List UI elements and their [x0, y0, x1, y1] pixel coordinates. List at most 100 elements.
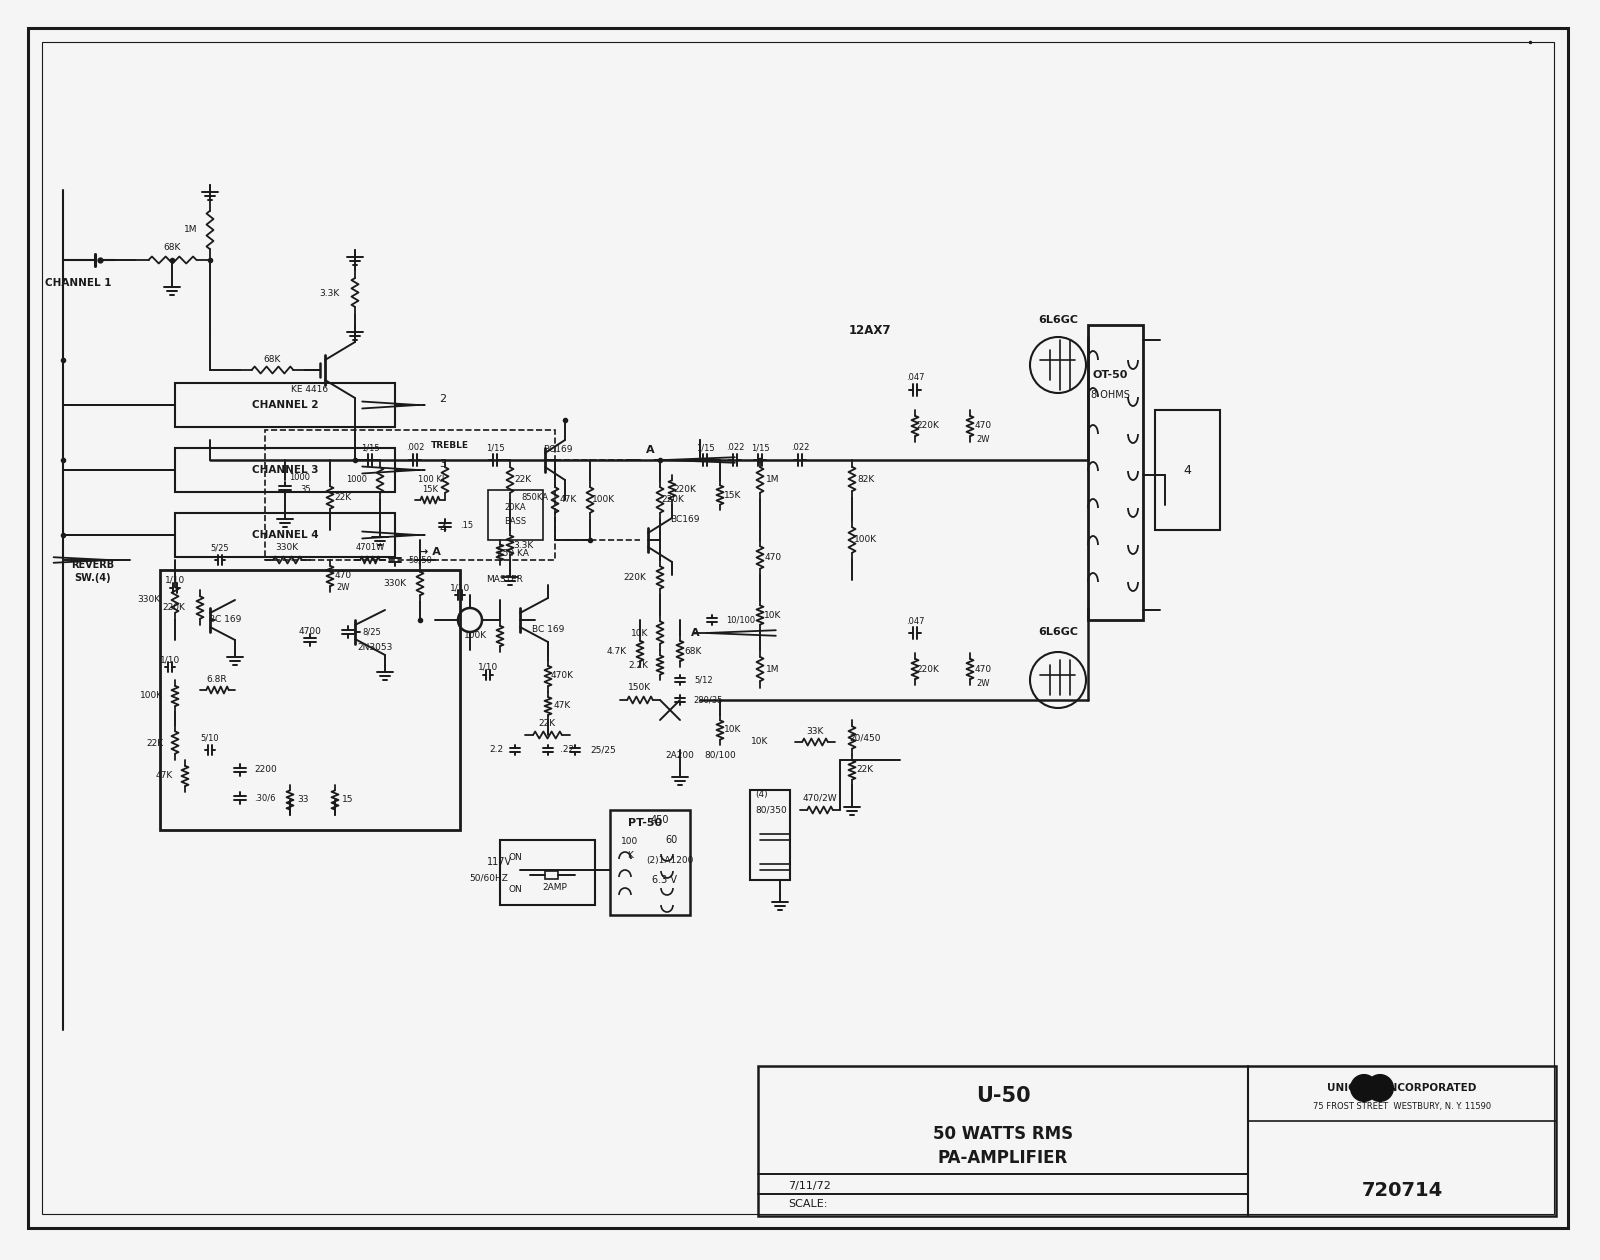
Text: 1M: 1M: [184, 226, 197, 234]
Text: 1/10: 1/10: [165, 576, 186, 585]
Text: 2: 2: [440, 394, 446, 404]
Text: 250 KA: 250 KA: [498, 548, 530, 557]
Circle shape: [1366, 1075, 1394, 1101]
Text: 10K: 10K: [752, 737, 768, 746]
Text: 75 FROST STREET  WESTBURY, N. Y. 11590: 75 FROST STREET WESTBURY, N. Y. 11590: [1314, 1101, 1491, 1110]
Text: 1/15: 1/15: [486, 444, 504, 452]
Bar: [758, 1066, 1555, 1216]
Text: PA-AMPLIFIER: PA-AMPLIFIER: [938, 1149, 1069, 1167]
Text: 50/60HZ: 50/60HZ: [469, 873, 509, 882]
Text: 33: 33: [298, 795, 309, 804]
Text: 68K: 68K: [264, 354, 280, 363]
Text: 100 KL: 100 KL: [418, 475, 446, 485]
Text: 1M: 1M: [766, 475, 779, 485]
Text: 2.2: 2.2: [490, 746, 502, 755]
Text: 1000: 1000: [290, 472, 310, 481]
Bar: [750, 790, 790, 879]
Text: 100K: 100K: [854, 536, 877, 544]
Text: CHANNEL 1: CHANNEL 1: [45, 278, 112, 289]
Text: 100: 100: [621, 838, 638, 847]
Text: 1/15: 1/15: [360, 444, 379, 452]
Text: 68K: 68K: [163, 243, 181, 252]
Text: 10K: 10K: [630, 629, 648, 638]
Text: .047: .047: [906, 373, 925, 383]
Text: 470/2W: 470/2W: [803, 794, 837, 803]
Circle shape: [1350, 1075, 1378, 1101]
Text: 3.3K: 3.3K: [514, 541, 533, 549]
Text: 2W: 2W: [336, 583, 350, 592]
Text: 2A200: 2A200: [666, 751, 694, 760]
Text: 450: 450: [651, 815, 669, 825]
Text: 4700: 4700: [299, 627, 322, 636]
Text: 47K: 47K: [560, 495, 576, 504]
Text: → A: → A: [419, 547, 442, 557]
Text: ON: ON: [509, 886, 522, 895]
Text: 10K: 10K: [725, 726, 742, 735]
Text: MASTER: MASTER: [486, 576, 523, 585]
Text: 50 WATTS RMS: 50 WATTS RMS: [933, 1125, 1074, 1143]
Text: 7/11/72: 7/11/72: [787, 1181, 830, 1191]
Text: 1/15: 1/15: [696, 444, 714, 452]
Text: 100K: 100K: [139, 692, 163, 701]
Text: 1M: 1M: [766, 664, 779, 674]
Text: 100K: 100K: [592, 495, 616, 504]
Text: 12AX7: 12AX7: [848, 324, 891, 336]
Text: .002: .002: [406, 444, 424, 452]
Text: .022: .022: [790, 444, 810, 452]
Text: 5/10: 5/10: [200, 733, 219, 742]
Text: 35: 35: [301, 485, 310, 494]
Text: 6.3 V: 6.3 V: [653, 874, 677, 885]
Text: 68K: 68K: [685, 646, 702, 655]
Bar: [160, 570, 461, 830]
Text: 47K: 47K: [155, 771, 173, 780]
Text: PT-50: PT-50: [627, 818, 662, 828]
Text: 15: 15: [342, 795, 354, 804]
Text: 6.8R: 6.8R: [206, 674, 227, 683]
Text: 2.2K: 2.2K: [627, 660, 648, 669]
Text: 850KA: 850KA: [522, 494, 549, 503]
Text: 220K: 220K: [917, 422, 939, 431]
Text: 2W: 2W: [976, 436, 990, 445]
Text: 20/450: 20/450: [850, 733, 880, 742]
Text: 10/100: 10/100: [726, 615, 755, 625]
Text: BC169: BC169: [670, 515, 699, 524]
Text: 470: 470: [974, 422, 992, 431]
Text: A: A: [691, 627, 699, 638]
Text: 5/25: 5/25: [211, 543, 229, 552]
Text: W: W: [1371, 1081, 1389, 1095]
Text: 1/10: 1/10: [478, 663, 498, 672]
Text: U-50: U-50: [976, 1086, 1030, 1106]
Bar: [174, 513, 395, 557]
Text: K: K: [627, 850, 634, 859]
Text: 1/10: 1/10: [450, 583, 470, 592]
Text: 22K: 22K: [334, 494, 352, 503]
Text: 280/35: 280/35: [693, 696, 722, 704]
Text: BASS: BASS: [504, 518, 526, 527]
Text: 470: 470: [765, 553, 781, 562]
Text: 80/100: 80/100: [704, 751, 736, 760]
Text: 33K: 33K: [806, 727, 824, 736]
Text: REVERB: REVERB: [72, 559, 115, 570]
Text: OT-50: OT-50: [1093, 370, 1128, 381]
Text: 4.7K: 4.7K: [606, 646, 627, 655]
Text: 8/25: 8/25: [362, 627, 381, 636]
Text: 220K: 220K: [917, 664, 939, 674]
Text: 470: 470: [334, 572, 352, 581]
Text: 10K: 10K: [765, 611, 782, 620]
Text: UNICORD INCORPORATED: UNICORD INCORPORATED: [1328, 1084, 1477, 1092]
Text: 1/15: 1/15: [750, 444, 770, 452]
Text: .022: .022: [726, 444, 744, 452]
Text: ON: ON: [509, 853, 522, 863]
Bar: [610, 810, 690, 915]
Text: 47K: 47K: [554, 702, 571, 711]
Text: BC 169: BC 169: [531, 625, 565, 635]
Text: 82K: 82K: [858, 475, 875, 484]
Text: 4701W: 4701W: [355, 543, 384, 552]
Text: 15K: 15K: [422, 485, 438, 494]
Text: 22K: 22K: [856, 766, 874, 775]
Text: 720714: 720714: [1362, 1182, 1443, 1201]
Bar: [174, 449, 395, 491]
Text: 8 OHMS: 8 OHMS: [1091, 391, 1130, 399]
Text: 2N3053: 2N3053: [357, 644, 392, 653]
Text: BC 169: BC 169: [210, 615, 242, 625]
